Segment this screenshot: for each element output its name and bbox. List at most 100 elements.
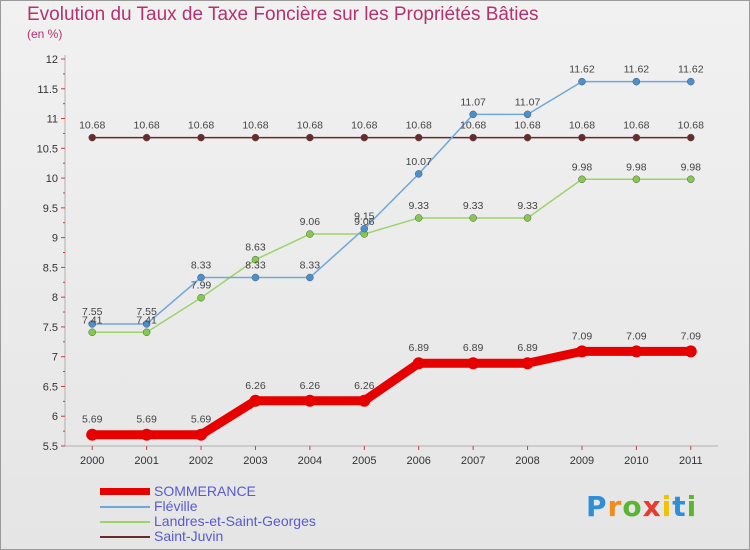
data-label-fleville: 11.62: [624, 64, 650, 76]
y-tick-label: 9.5: [43, 203, 58, 215]
data-label-landres: 9.33: [517, 200, 538, 212]
data-label-landres: 9.06: [300, 216, 321, 228]
data-point-landres: [632, 175, 641, 184]
data-point-sommerance: [249, 394, 262, 407]
data-label-sommerance: 7.09: [681, 330, 702, 342]
data-label-sommerance: 5.69: [136, 414, 157, 426]
data-label-landres: 7.41: [136, 314, 157, 326]
data-point-fleville: [523, 110, 532, 119]
series-line-sommerance: [87, 346, 696, 440]
data-point-saint-juvin: [469, 133, 477, 142]
data-label-fleville: 11.07: [515, 96, 541, 108]
data-point-fleville: [88, 320, 96, 328]
data-point-saint-juvin: [687, 133, 695, 142]
data-label-saint-juvin: 10.68: [406, 120, 432, 132]
x-tick-label: 2004: [298, 455, 322, 467]
data-label-landres: 8.63: [245, 242, 266, 254]
data-label-landres: 9.06: [354, 216, 375, 228]
data-point-sommerance: [358, 394, 371, 407]
y-tick-label: 6.5: [43, 381, 58, 393]
data-label-fleville: 7.55: [136, 306, 157, 318]
data-point-landres: [578, 175, 586, 184]
y-tick-label: 8: [52, 292, 58, 304]
data-label-saint-juvin: 10.68: [460, 120, 486, 132]
y-tick-label: 10.5: [37, 143, 58, 155]
data-point-saint-juvin: [251, 133, 260, 142]
data-label-landres: 9.98: [681, 161, 702, 173]
data-point-landres: [306, 230, 314, 238]
data-label-sommerance: 7.09: [572, 330, 593, 342]
data-point-saint-juvin: [360, 133, 369, 142]
x-tick-label: 2003: [243, 455, 267, 467]
y-tick-label: 8.5: [43, 262, 58, 274]
x-tick-label: 2007: [461, 455, 485, 467]
proxiti-logo: Proxiti: [586, 490, 698, 523]
data-label-fleville: 8.33: [245, 260, 266, 272]
data-label-fleville: 8.33: [191, 260, 212, 272]
data-point-saint-juvin: [414, 133, 423, 142]
data-point-fleville: [360, 224, 369, 233]
x-tick-label: 2009: [570, 455, 594, 467]
data-label-sommerance: 6.89: [517, 342, 538, 354]
data-label-landres: 9.98: [626, 161, 647, 173]
data-point-sommerance: [467, 357, 480, 370]
data-point-landres: [88, 328, 96, 337]
data-point-saint-juvin: [142, 133, 151, 142]
legend-label-landres: Landres-et-Saint-Georges: [154, 513, 316, 529]
data-label-fleville: 9.15: [354, 211, 375, 223]
data-point-sommerance: [630, 345, 643, 358]
legend-swatch-sommerance: [100, 488, 150, 495]
data-point-fleville: [306, 273, 314, 282]
data-label-landres: 9.33: [463, 200, 484, 212]
data-label-fleville: 11.07: [460, 96, 486, 108]
data-point-landres: [414, 214, 423, 222]
data-point-sommerance: [521, 357, 534, 370]
data-point-landres: [142, 328, 151, 337]
data-point-landres: [687, 175, 695, 184]
data-label-saint-juvin: 10.68: [569, 120, 595, 132]
y-tick-label: 11: [47, 114, 58, 126]
x-tick-label: 2011: [679, 455, 703, 467]
data-label-saint-juvin: 10.68: [133, 120, 159, 132]
x-tick-label: 2010: [624, 455, 648, 467]
data-label-saint-juvin: 10.68: [678, 120, 704, 132]
y-tick-label: 7: [52, 352, 58, 364]
data-label-sommerance: 6.89: [463, 342, 484, 354]
data-label-landres: 9.98: [572, 161, 593, 173]
legend-label-fleville: Fléville: [154, 498, 198, 514]
data-point-fleville: [578, 77, 586, 86]
chart-title: Evolution du Taux de Taxe Foncière sur l…: [27, 4, 539, 25]
data-point-saint-juvin: [632, 133, 641, 142]
data-point-sommerance: [412, 357, 425, 370]
y-tick-label: 6: [52, 411, 58, 423]
legend-swatch-fleville: [100, 506, 150, 508]
data-label-saint-juvin: 10.68: [297, 120, 323, 132]
y-tick-label: 11.5: [37, 84, 58, 96]
data-label-sommerance: 6.26: [245, 380, 266, 392]
data-label-sommerance: 6.26: [354, 380, 375, 392]
data-point-sommerance: [684, 345, 697, 358]
data-point-fleville: [251, 273, 260, 282]
data-label-saint-juvin: 10.68: [623, 120, 649, 132]
y-tick-label: 9: [52, 233, 58, 245]
data-label-saint-juvin: 10.68: [351, 120, 377, 132]
data-label-landres: 9.33: [408, 200, 429, 212]
data-point-landres: [197, 293, 205, 302]
data-point-saint-juvin: [578, 133, 586, 142]
data-point-sommerance: [575, 345, 588, 358]
data-label-fleville: 11.62: [678, 64, 704, 76]
data-label-sommerance: 7.09: [626, 330, 647, 342]
data-point-fleville: [197, 273, 205, 282]
data-point-landres: [523, 214, 532, 222]
data-point-fleville: [469, 110, 477, 119]
x-tick-label: 2008: [515, 455, 539, 467]
x-tick-label: 2002: [189, 455, 213, 467]
series-line-fleville: [91, 80, 692, 325]
data-point-sommerance: [86, 428, 99, 441]
y-tick-label: 7.5: [43, 322, 58, 334]
y-tick-label: 5.5: [43, 441, 58, 453]
data-point-landres: [469, 214, 477, 222]
data-point-sommerance: [140, 428, 153, 441]
